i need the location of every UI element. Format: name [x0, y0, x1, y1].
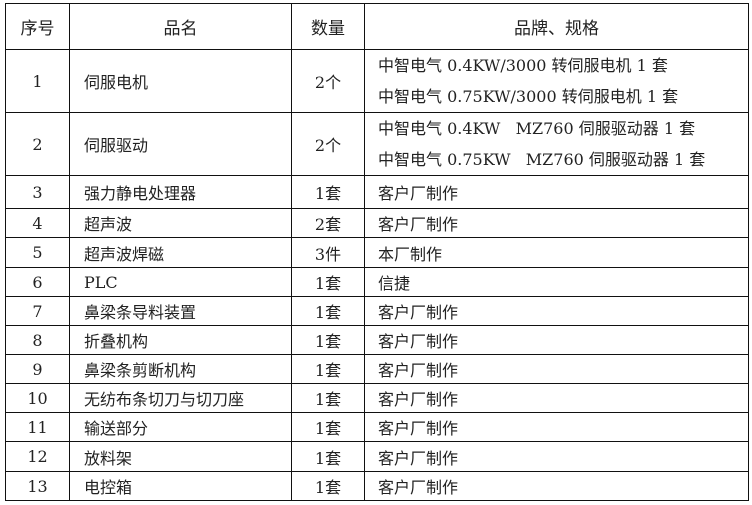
row-brand: 客户厂制作 — [364, 208, 749, 238]
brand-line: 客户厂制作 — [378, 303, 459, 322]
brand-line: 中智电气 0.4KW/3000 转伺服电机 1 套 — [378, 56, 668, 75]
row-name: 放料架 — [69, 441, 292, 472]
row-no: 3 — [5, 175, 70, 209]
row-qty: 1套 — [291, 325, 365, 355]
equipment-table: 序号 品名 数量 品牌、规格 1 伺服电机 2个 中智电气 0.4KW/3000 转伺… — [5, 3, 749, 501]
row-name: 伺服驱动 — [69, 112, 292, 176]
brand-line: 客户厂制作 — [378, 332, 459, 351]
brand-line: 客户厂制作 — [378, 478, 459, 497]
row-name: 鼻梁条剪断机构 — [69, 354, 292, 384]
row-no: 5 — [5, 237, 70, 268]
header-brand: 品牌、规格 — [364, 3, 749, 50]
table-row: 4 超声波 2套 客户厂制作 — [5, 208, 749, 238]
row-name: 强力静电处理器 — [69, 175, 292, 209]
row-brand: 客户厂制作 — [364, 383, 749, 413]
table-row: 11 输送部分 1套 客户厂制作 — [5, 412, 749, 442]
table-row: 12 放料架 1套 客户厂制作 — [5, 441, 749, 472]
row-qty: 3件 — [291, 237, 365, 268]
brand-line: 中智电气 0.75KW MZ760 伺服驱动器 1 套 — [378, 150, 706, 169]
row-brand: 信捷 — [364, 267, 749, 297]
brand-line: 中智电气 0.4KW MZ760 伺服驱动器 1 套 — [378, 119, 696, 138]
brand-line: 中智电气 0.75KW/3000 转伺服电机 1 套 — [378, 87, 679, 106]
table-row: 3 强力静电处理器 1套 客户厂制作 — [5, 175, 749, 209]
row-no: 4 — [5, 208, 70, 238]
row-no: 10 — [5, 383, 70, 413]
header-qty: 数量 — [291, 3, 365, 50]
row-brand: 客户厂制作 — [364, 175, 749, 209]
row-no: 11 — [5, 412, 70, 442]
table-row: 13 电控箱 1套 客户厂制作 — [5, 471, 749, 501]
row-no: 2 — [5, 112, 70, 176]
row-brand: 客户厂制作 — [364, 354, 749, 384]
row-no: 9 — [5, 354, 70, 384]
row-brand: 客户厂制作 — [364, 325, 749, 355]
brand-line: 客户厂制作 — [378, 215, 459, 234]
table-row: 10 无纺布条切刀与切刀座 1套 客户厂制作 — [5, 383, 749, 413]
row-name: PLC — [69, 267, 292, 297]
row-no: 13 — [5, 471, 70, 501]
row-qty: 1套 — [291, 354, 365, 384]
row-brand: 客户厂制作 — [364, 296, 749, 326]
row-qty: 1套 — [291, 175, 365, 209]
table-row: 1 伺服电机 2个 中智电气 0.4KW/3000 转伺服电机 1 套中智电气 0.7… — [5, 49, 749, 113]
brand-line: 客户厂制作 — [378, 361, 459, 380]
table-row: 6 PLC 1套 信捷 — [5, 267, 749, 297]
row-brand: 中智电气 0.4KW/3000 转伺服电机 1 套中智电气 0.75KW/300… — [364, 49, 749, 113]
row-name: 折叠机构 — [69, 325, 292, 355]
row-qty: 1套 — [291, 383, 365, 413]
row-brand: 中智电气 0.4KW MZ760 伺服驱动器 1 套中智电气 0.75KW MZ… — [364, 112, 749, 176]
row-no: 6 — [5, 267, 70, 297]
row-brand: 客户厂制作 — [364, 471, 749, 501]
brand-line: 客户厂制作 — [378, 390, 459, 409]
brand-line: 信捷 — [378, 274, 411, 293]
row-brand: 本厂制作 — [364, 237, 749, 268]
table-row: 5 超声波焊磁 3件 本厂制作 — [5, 237, 749, 268]
row-brand: 客户厂制作 — [364, 441, 749, 472]
table-row: 2 伺服驱动 2个 中智电气 0.4KW MZ760 伺服驱动器 1 套中智电气 0.… — [5, 112, 749, 176]
row-qty: 1套 — [291, 296, 365, 326]
row-qty: 2个 — [291, 49, 365, 113]
row-no: 1 — [5, 49, 70, 113]
header-no: 序号 — [5, 3, 70, 50]
row-qty: 1套 — [291, 267, 365, 297]
brand-line: 本厂制作 — [378, 244, 443, 264]
row-name: 无纺布条切刀与切刀座 — [69, 383, 292, 413]
row-qty: 1套 — [291, 441, 365, 472]
row-qty: 2个 — [291, 112, 365, 176]
row-name: 输送部分 — [69, 412, 292, 442]
row-name: 超声波焊磁 — [69, 237, 292, 268]
row-name: 伺服电机 — [69, 49, 292, 113]
row-name: 超声波 — [69, 208, 292, 238]
table-row: 9 鼻梁条剪断机构 1套 客户厂制作 — [5, 354, 749, 384]
row-name: 电控箱 — [69, 471, 292, 501]
header-name: 品名 — [69, 3, 292, 50]
row-qty: 1套 — [291, 412, 365, 442]
brand-line: 客户厂制作 — [378, 448, 459, 468]
table-row: 7 鼻梁条导料装置 1套 客户厂制作 — [5, 296, 749, 326]
row-no: 8 — [5, 325, 70, 355]
row-name: 鼻梁条导料装置 — [69, 296, 292, 326]
brand-line: 客户厂制作 — [378, 184, 459, 203]
brand-line: 客户厂制作 — [378, 419, 459, 438]
row-qty: 1套 — [291, 471, 365, 501]
row-qty: 2套 — [291, 208, 365, 238]
row-no: 12 — [5, 441, 70, 472]
row-brand: 客户厂制作 — [364, 412, 749, 442]
row-no: 7 — [5, 296, 70, 326]
table-row: 8 折叠机构 1套 客户厂制作 — [5, 325, 749, 355]
table-header-row: 序号 品名 数量 品牌、规格 — [5, 3, 749, 50]
